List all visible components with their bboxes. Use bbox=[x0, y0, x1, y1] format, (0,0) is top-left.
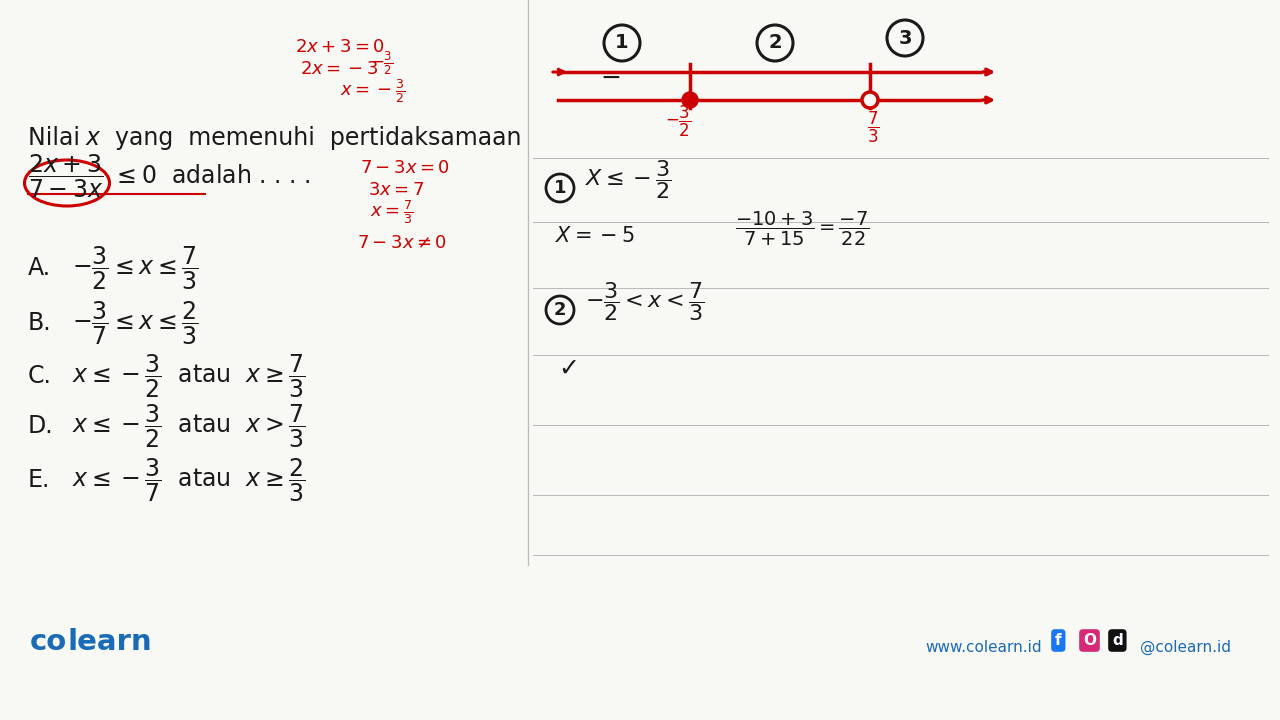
Text: A.: A. bbox=[28, 256, 51, 280]
Text: 1: 1 bbox=[616, 34, 628, 53]
Text: $3x=7$: $3x=7$ bbox=[369, 181, 424, 199]
Text: 2: 2 bbox=[768, 34, 782, 53]
Text: co: co bbox=[29, 628, 68, 656]
Circle shape bbox=[861, 92, 878, 108]
Text: $2x+3=0$: $2x+3=0$ bbox=[294, 38, 385, 56]
Text: $\dfrac{-10+3}{7+15} = \dfrac{-7}{22}$: $\dfrac{-10+3}{7+15} = \dfrac{-7}{22}$ bbox=[735, 210, 869, 248]
Text: $x$: $x$ bbox=[84, 126, 102, 150]
Text: $-\dfrac{3}{2}$: $-\dfrac{3}{2}$ bbox=[664, 104, 691, 139]
Text: learn: learn bbox=[68, 628, 152, 656]
Text: Nilai: Nilai bbox=[28, 126, 95, 150]
Text: $-\dfrac{3}{2} \leq x \leq \dfrac{7}{3}$: $-\dfrac{3}{2} \leq x \leq \dfrac{7}{3}$ bbox=[72, 245, 198, 292]
Text: C.: C. bbox=[28, 364, 52, 388]
Text: yang  memenuhi  pertidaksamaan: yang memenuhi pertidaksamaan bbox=[100, 126, 521, 150]
Text: O: O bbox=[1083, 633, 1096, 648]
Circle shape bbox=[682, 92, 698, 108]
Text: 3: 3 bbox=[899, 29, 911, 48]
Text: $\dfrac{7}{3}$: $\dfrac{7}{3}$ bbox=[867, 109, 879, 145]
Text: $x=\frac{7}{3}$: $x=\frac{7}{3}$ bbox=[370, 198, 413, 226]
Text: $-\dfrac{3}{2} < x < \dfrac{7}{3}$: $-\dfrac{3}{2} < x < \dfrac{7}{3}$ bbox=[585, 280, 704, 323]
Text: $X=-5$: $X=-5$ bbox=[556, 226, 635, 246]
Text: $\checkmark$: $\checkmark$ bbox=[558, 356, 577, 380]
Text: $x \leq -\dfrac{3}{2}$  atau  $x > \dfrac{7}{3}$: $x \leq -\dfrac{3}{2}$ atau $x > \dfrac{… bbox=[72, 402, 306, 450]
Text: $\dfrac{2x+3}{7-3x}$: $\dfrac{2x+3}{7-3x}$ bbox=[28, 153, 104, 200]
Text: $7-3x=0$: $7-3x=0$ bbox=[360, 159, 449, 177]
Text: $-$: $-$ bbox=[600, 65, 620, 89]
Text: $x \leq -\dfrac{3}{2}$  atau  $x \geq \dfrac{7}{3}$: $x \leq -\dfrac{3}{2}$ atau $x \geq \dfr… bbox=[72, 353, 306, 400]
Text: 1: 1 bbox=[554, 179, 566, 197]
Text: $2x=-3$: $2x=-3$ bbox=[300, 60, 379, 78]
Text: $-\frac{3}{2}$: $-\frac{3}{2}$ bbox=[370, 50, 393, 77]
Text: B.: B. bbox=[28, 311, 51, 335]
Text: $x= -\frac{3}{2}$: $x= -\frac{3}{2}$ bbox=[340, 77, 406, 105]
Text: 2: 2 bbox=[554, 301, 566, 319]
Text: $-\dfrac{3}{7} \leq x \leq \dfrac{2}{3}$: $-\dfrac{3}{7} \leq x \leq \dfrac{2}{3}$ bbox=[72, 300, 198, 347]
Text: $\leq 0$  adalah . . . .: $\leq 0$ adalah . . . . bbox=[113, 164, 311, 188]
Text: E.: E. bbox=[28, 468, 50, 492]
Text: www.colearn.id: www.colearn.id bbox=[925, 640, 1042, 655]
Text: D.: D. bbox=[28, 414, 54, 438]
Text: @colearn.id: @colearn.id bbox=[1140, 640, 1231, 655]
Text: d: d bbox=[1112, 633, 1123, 648]
Text: $X \leq -\dfrac{3}{2}$: $X \leq -\dfrac{3}{2}$ bbox=[585, 158, 672, 201]
Text: f: f bbox=[1055, 633, 1061, 648]
Text: $7-3x \neq 0$: $7-3x \neq 0$ bbox=[357, 234, 447, 252]
Text: $x \leq -\dfrac{3}{7}$  atau  $x \geq \dfrac{2}{3}$: $x \leq -\dfrac{3}{7}$ atau $x \geq \dfr… bbox=[72, 456, 306, 504]
